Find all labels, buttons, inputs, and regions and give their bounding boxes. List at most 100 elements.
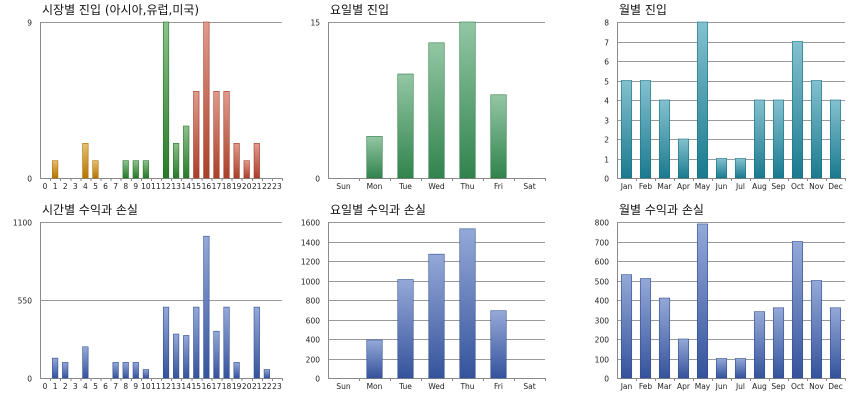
y-tick-label: 0 <box>315 175 320 184</box>
y-tick-label: 800 <box>306 297 321 306</box>
y-tick-label: 700 <box>595 239 610 248</box>
bar <box>122 362 129 379</box>
bar <box>82 346 89 379</box>
x-tick-label: 5 <box>93 182 98 191</box>
x-tick-label: 19 <box>232 182 242 191</box>
x-tick-label: 7 <box>113 382 118 391</box>
x-tick-label: 7 <box>113 182 118 191</box>
x-tick-label: 21 <box>252 182 262 191</box>
bar <box>658 99 671 179</box>
y-tick-label: 6 <box>604 58 609 67</box>
market-entries-chart: 시장별 진입 (아시아,유럽,미국)090 1 2 3 4 5 6 7 8 9 10 11 12 13 14… <box>27 3 283 191</box>
x-tick-label: Oct <box>791 382 804 391</box>
x-tick-label: 16 <box>202 382 212 391</box>
bar <box>490 310 507 379</box>
x-tick-label: Sun <box>336 182 351 191</box>
x-tick-label: 9 <box>133 382 138 391</box>
bar <box>122 160 129 179</box>
y-tick-label: 800 <box>595 219 610 228</box>
bar <box>142 369 149 379</box>
x-tick-label: 14 <box>181 382 191 391</box>
bar <box>696 21 709 179</box>
y-tick-label: 200 <box>595 336 610 345</box>
bar <box>92 160 99 179</box>
x-tick-label: 12 <box>161 182 171 191</box>
y-tick-label: 300 <box>595 317 610 326</box>
x-tick-label: 13 <box>171 182 181 191</box>
x-tick-label: 11 <box>151 182 161 191</box>
bar <box>734 158 747 179</box>
bar <box>193 91 200 179</box>
y-tick-label: 100 <box>595 356 610 365</box>
x-tick-label: Nov <box>809 182 824 191</box>
x-tick-label: Sep <box>771 182 785 191</box>
y-tick-label: 0 <box>315 375 320 384</box>
y-tick-label: 550 <box>18 297 33 306</box>
y-tick-label: 5 <box>604 78 609 87</box>
x-tick-label: Tue <box>398 382 412 391</box>
monthly-entries-title: 월별 진입 <box>619 3 667 17</box>
x-tick-label: 18 <box>222 182 232 191</box>
monthly-pnl-title: 월별 수익과 손실 <box>619 203 704 217</box>
bar <box>52 357 59 379</box>
y-tick-label: 600 <box>595 258 610 267</box>
y-tick-label: 400 <box>306 336 321 345</box>
y-tick-label: 15 <box>310 19 320 28</box>
x-tick-label: Thu <box>459 182 474 191</box>
bar <box>62 362 69 379</box>
x-tick-label: 20 <box>242 182 252 191</box>
bar <box>112 362 119 379</box>
weekday-entries-title: 요일별 진입 <box>330 3 389 17</box>
bar <box>428 42 445 179</box>
monthly-pnl-chart: 월별 수익과 손실 0 100 200 300 400 500 600 700 800 Jan Feb… <box>595 203 846 391</box>
y-tick-label: 600 <box>306 317 321 326</box>
x-tick-label: Jan <box>620 382 633 391</box>
x-tick-label: 14 <box>181 182 191 191</box>
x-tick-label: 1 <box>53 182 58 191</box>
x-tick-label: Sun <box>336 382 351 391</box>
x-tick-label: Tue <box>398 182 412 191</box>
y-tick-label: 1600 <box>301 219 320 228</box>
x-tick-label: Dec <box>828 382 843 391</box>
bar <box>459 228 476 379</box>
bar <box>620 80 633 179</box>
x-tick-label: 15 <box>192 182 202 191</box>
bar <box>233 362 240 379</box>
x-tick-label: 10 <box>141 382 151 391</box>
x-tick-label: 15 <box>192 382 202 391</box>
bar <box>428 253 445 379</box>
bar <box>263 369 270 379</box>
y-tick-label: 4 <box>604 97 609 106</box>
x-tick-label: 12 <box>161 382 171 391</box>
bar <box>490 94 507 179</box>
bar <box>193 306 200 379</box>
y-tick-label: 0 <box>604 175 609 184</box>
x-tick-label: 10 <box>141 182 151 191</box>
x-tick-label: Apr <box>677 382 691 391</box>
x-tick-label: 18 <box>222 382 232 391</box>
bar <box>791 241 804 379</box>
x-tick-label: Fri <box>494 182 503 191</box>
y-tick-label: 9 <box>27 19 32 28</box>
bar <box>213 330 220 379</box>
x-tick-label: 17 <box>212 382 222 391</box>
x-tick-label: Mon <box>367 182 383 191</box>
x-tick-label: Sep <box>771 382 785 391</box>
bar <box>829 307 842 379</box>
bar <box>753 311 766 379</box>
bar <box>82 143 89 179</box>
bar <box>233 143 240 179</box>
bar <box>459 21 476 179</box>
bar <box>715 358 728 379</box>
bar <box>132 160 139 179</box>
x-tick-label: 20 <box>242 382 252 391</box>
bar <box>183 125 190 179</box>
x-tick-label: 21 <box>252 382 262 391</box>
monthly-entries-chart: 월별 진입 0 1 2 3 4 5 6 7 8 Jan Feb Mar Apr May Jun Jul Aug Se… <box>604 3 846 191</box>
bar <box>253 143 260 179</box>
x-tick-label: 6 <box>103 382 108 391</box>
y-tick-label: 8 <box>604 19 609 28</box>
x-tick-label: 0 <box>43 182 48 191</box>
bar <box>639 278 652 379</box>
